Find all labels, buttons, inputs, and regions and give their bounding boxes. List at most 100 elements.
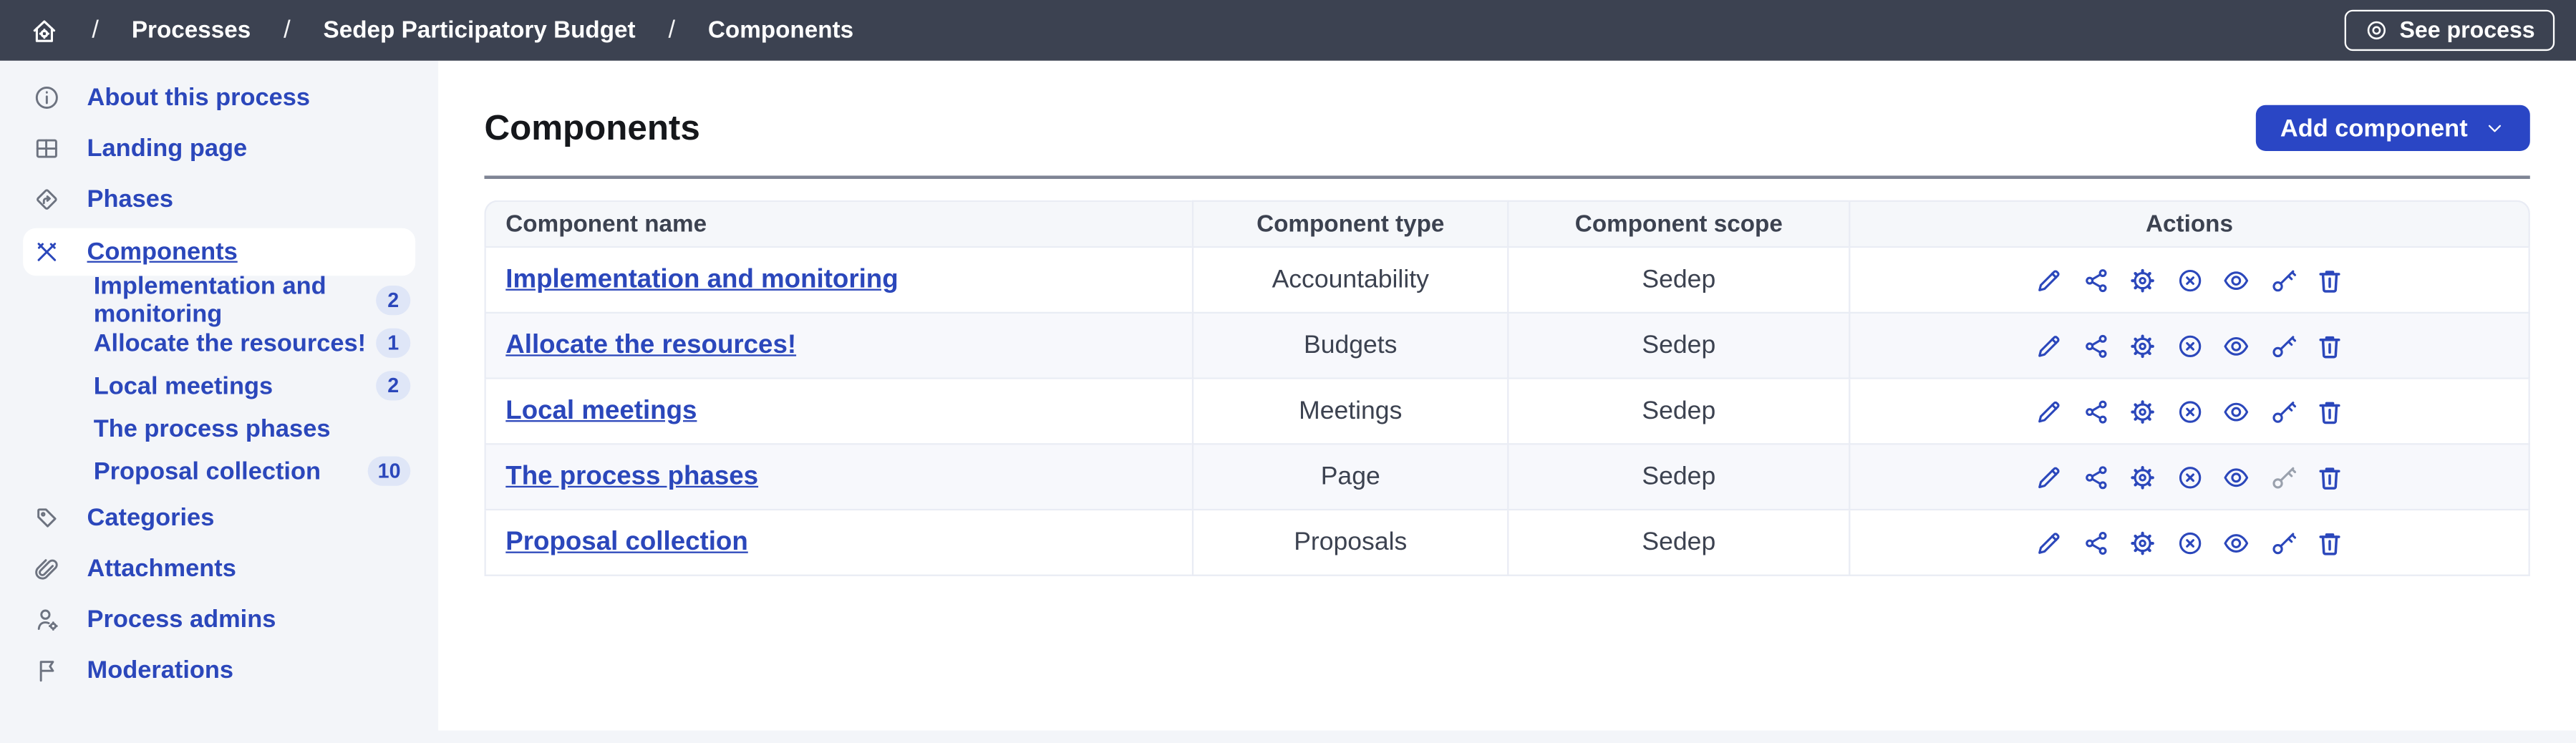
sidebar-item-components[interactable]: Components [23, 228, 416, 276]
configure-icon[interactable] [2128, 462, 2157, 492]
table-row: Implementation and monitoring Accountabi… [484, 248, 2530, 314]
configure-icon[interactable] [2128, 397, 2157, 426]
table-row: Local meetings Meetings Sedep [484, 379, 2530, 445]
component-name-link[interactable]: Local meetings [505, 396, 697, 424]
phases-icon [33, 185, 61, 213]
table-row: Proposal collection Proposals Sedep [484, 510, 2530, 576]
component-name-link[interactable]: Proposal collection [505, 528, 748, 556]
layout-icon [33, 135, 61, 162]
share-icon[interactable] [2081, 528, 2111, 557]
component-type-cell: Page [1192, 445, 1508, 511]
configure-icon[interactable] [2128, 528, 2157, 557]
component-type-cell: Accountability [1192, 248, 1508, 314]
info-icon [33, 84, 61, 112]
row-actions [1851, 528, 2529, 557]
sidebar-item-phases[interactable]: Phases [0, 174, 438, 225]
add-component-button[interactable]: Add component [2255, 105, 2530, 151]
row-actions [1851, 265, 2529, 294]
sidebar-item-label: Moderations [87, 656, 234, 685]
column-header-component-type: Component type [1192, 200, 1508, 248]
share-icon[interactable] [2081, 462, 2111, 492]
unpublish-icon[interactable] [2174, 397, 2204, 426]
column-header-component-name: Component name [484, 200, 1193, 248]
sidebar-item-proposal-collection[interactable]: Proposal collection 10 [0, 450, 438, 492]
count-badge: 2 [376, 286, 411, 316]
topbar: / Processes / Sedep Participatory Budget… [0, 0, 2576, 61]
column-header-actions: Actions [1849, 200, 2530, 248]
count-badge: 1 [376, 328, 411, 358]
edit-icon[interactable] [2034, 528, 2063, 557]
paperclip-icon [33, 555, 61, 583]
main-content: Components Add component Component name … [438, 60, 2576, 730]
home-icon[interactable] [29, 16, 59, 45]
page-title: Components [484, 107, 700, 147]
edit-icon[interactable] [2034, 331, 2063, 360]
component-type-cell: Budgets [1192, 313, 1508, 379]
component-name-link[interactable]: The process phases [505, 462, 759, 490]
sidebar-item-categories[interactable]: Categories [0, 492, 438, 543]
sidebar-item-local-meetings[interactable]: Local meetings 2 [0, 364, 438, 407]
breadcrumb-components[interactable]: Components [707, 17, 854, 44]
permissions-icon[interactable] [2268, 462, 2297, 492]
permissions-icon[interactable] [2268, 528, 2297, 557]
sidebar-item-landing-page[interactable]: Landing page [0, 123, 438, 174]
sidebar-item-attachments[interactable]: Attachments [0, 543, 438, 594]
preview-icon[interactable] [2222, 331, 2251, 360]
configure-icon[interactable] [2128, 331, 2157, 360]
table-header-row: Component name Component type Component … [484, 200, 2530, 248]
preview-icon[interactable] [2222, 265, 2251, 294]
permissions-icon[interactable] [2268, 331, 2297, 360]
component-name-link[interactable]: Implementation and monitoring [505, 265, 899, 293]
sidebar-item-implementation-and-monitoring[interactable]: Implementation and monitoring 2 [0, 273, 438, 329]
process-sidebar: About this process Landing page Phases C… [0, 60, 439, 730]
unpublish-icon[interactable] [2174, 265, 2204, 294]
sidebar-item-the-process-phases[interactable]: The process phases [0, 407, 438, 450]
sidebar-subitem-label: The process phases [93, 414, 331, 443]
share-icon[interactable] [2081, 331, 2111, 360]
component-name-link[interactable]: Allocate the resources! [505, 331, 797, 359]
delete-icon[interactable] [2315, 265, 2344, 294]
share-icon[interactable] [2081, 265, 2111, 294]
preview-icon[interactable] [2222, 462, 2251, 492]
edit-icon[interactable] [2034, 397, 2063, 426]
unpublish-icon[interactable] [2174, 462, 2204, 492]
chevron-down-icon [2484, 117, 2506, 139]
flag-icon [33, 656, 61, 684]
components-table: Component name Component type Component … [484, 200, 2530, 576]
component-scope-cell: Sedep [1507, 248, 1849, 314]
column-header-component-scope: Component scope [1507, 200, 1849, 248]
tools-icon [33, 238, 61, 266]
user-gear-icon [33, 606, 61, 633]
permissions-icon[interactable] [2268, 397, 2297, 426]
unpublish-icon[interactable] [2174, 528, 2204, 557]
breadcrumb-processes[interactable]: Processes [131, 17, 251, 44]
sidebar-item-process-admins[interactable]: Process admins [0, 594, 438, 645]
edit-icon[interactable] [2034, 265, 2063, 294]
add-component-label: Add component [2280, 114, 2468, 142]
delete-icon[interactable] [2315, 462, 2344, 492]
sidebar-subitem-label: Allocate the resources! [93, 329, 367, 357]
sidebar-item-label: Components [87, 238, 238, 266]
preview-icon[interactable] [2222, 397, 2251, 426]
share-icon[interactable] [2081, 397, 2111, 426]
footer-band [0, 729, 2576, 743]
breadcrumb-process-name[interactable]: Sedep Participatory Budget [323, 17, 636, 44]
sidebar-item-moderations[interactable]: Moderations [0, 645, 438, 696]
table-row: The process phases Page Sedep [484, 445, 2530, 511]
delete-icon[interactable] [2315, 528, 2344, 557]
component-type-cell: Proposals [1192, 510, 1508, 576]
edit-icon[interactable] [2034, 462, 2063, 492]
sidebar-item-label: Landing page [87, 135, 248, 163]
component-scope-cell: Sedep [1507, 379, 1849, 445]
sidebar-item-allocate-the-resources[interactable]: Allocate the resources! 1 [0, 321, 438, 364]
breadcrumb-separator: / [284, 16, 291, 44]
permissions-icon[interactable] [2268, 265, 2297, 294]
sidebar-item-label: About this process [87, 83, 311, 112]
preview-icon[interactable] [2222, 528, 2251, 557]
delete-icon[interactable] [2315, 331, 2344, 360]
delete-icon[interactable] [2315, 397, 2344, 426]
see-process-button[interactable]: See process [2343, 9, 2555, 52]
sidebar-item-about-this-process[interactable]: About this process [0, 72, 438, 123]
unpublish-icon[interactable] [2174, 331, 2204, 360]
configure-icon[interactable] [2128, 265, 2157, 294]
